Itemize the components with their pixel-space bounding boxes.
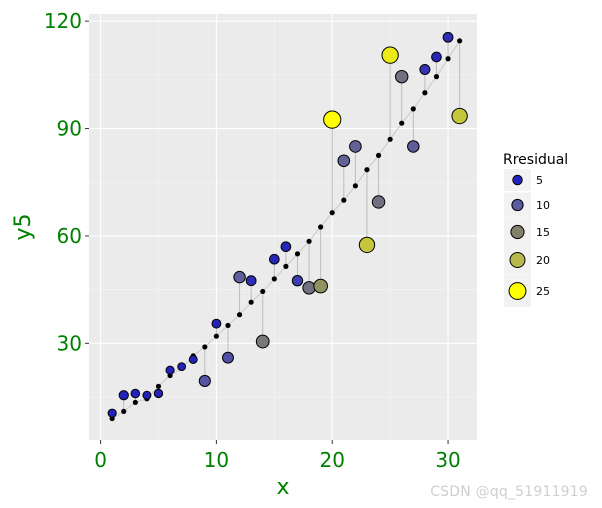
observed-point	[142, 390, 152, 400]
observed-point	[118, 390, 129, 401]
observed-point	[407, 140, 420, 153]
legend-key-5	[512, 174, 523, 186]
fitted-point	[375, 152, 382, 159]
observed-point	[442, 31, 454, 43]
fitted-point	[132, 399, 138, 406]
x-tick-label: 0	[94, 448, 107, 472]
fitted-point	[155, 383, 162, 389]
legend-key-25	[508, 282, 527, 300]
observed-point	[349, 140, 362, 153]
fitted-point	[260, 288, 266, 295]
legend-label: 15	[536, 226, 550, 239]
plot-panel	[89, 14, 477, 440]
observed-point	[188, 354, 198, 364]
legend-key-20	[509, 252, 526, 268]
fitted-point	[399, 120, 405, 126]
legend: Rresidual 5 10 15 20 25	[503, 152, 568, 307]
legend-label: 5	[536, 174, 543, 187]
observed-point	[381, 46, 399, 64]
fitted-point	[271, 276, 277, 282]
fitted-point	[352, 183, 358, 189]
fitted-point	[306, 238, 312, 244]
observed-point	[337, 154, 351, 168]
fitted-point	[202, 344, 208, 350]
y-tick-label: 60	[57, 224, 82, 248]
fitted-point	[121, 408, 127, 414]
observed-point	[233, 270, 246, 284]
fitted-point	[445, 56, 451, 62]
observed-point	[222, 351, 234, 364]
observed-point	[177, 362, 187, 372]
fitted-point	[433, 74, 440, 80]
observed-point	[268, 253, 280, 265]
fitted-point	[294, 251, 301, 257]
observed-point	[451, 107, 468, 125]
fitted-point	[341, 197, 347, 203]
watermark-text: CSDN @qq_51911919	[430, 484, 588, 500]
fitted-point	[236, 312, 243, 318]
fitted-point	[364, 167, 370, 173]
y-tick-label: 30	[57, 331, 82, 355]
y-tick-label: 90	[57, 117, 82, 141]
observed-point	[302, 281, 316, 295]
observed-point	[130, 388, 141, 399]
fitted-point	[410, 106, 416, 112]
observed-point	[280, 241, 292, 253]
observed-point	[358, 236, 376, 254]
fitted-point	[225, 322, 231, 329]
fitted-point	[318, 224, 324, 230]
observed-point	[371, 195, 386, 209]
legend-label: 20	[536, 254, 550, 267]
y-tick-label: 120	[44, 9, 82, 33]
fitted-point	[329, 210, 335, 216]
observed-point	[419, 63, 431, 75]
observed-point	[153, 388, 164, 399]
observed-point	[198, 374, 211, 387]
legend-label: 25	[536, 285, 550, 298]
observed-point	[395, 69, 409, 84]
fitted-point	[457, 38, 463, 44]
x-tick-label: 10	[204, 448, 229, 472]
observed-point	[291, 275, 304, 287]
x-axis-title: x	[276, 475, 289, 500]
legend-label: 10	[536, 199, 550, 212]
fitted-point	[248, 299, 254, 305]
fitted-point	[283, 263, 289, 269]
observed-point	[211, 318, 222, 329]
legend-key-15	[510, 224, 525, 240]
observed-point	[431, 51, 442, 63]
fitted-point	[213, 333, 220, 339]
x-tick-label: 20	[319, 448, 344, 472]
legend-key-10	[511, 198, 524, 212]
fitted-point	[387, 136, 393, 142]
x-tick-label: 30	[435, 448, 460, 472]
legend-title: Rresidual	[503, 152, 568, 168]
observed-point	[245, 275, 257, 287]
observed-point	[323, 110, 342, 129]
observed-point	[165, 365, 175, 375]
observed-point	[107, 408, 117, 418]
observed-point	[255, 334, 270, 349]
fitted-point	[422, 90, 428, 96]
observed-point	[313, 278, 328, 294]
y-axis-title: y5	[11, 213, 36, 240]
